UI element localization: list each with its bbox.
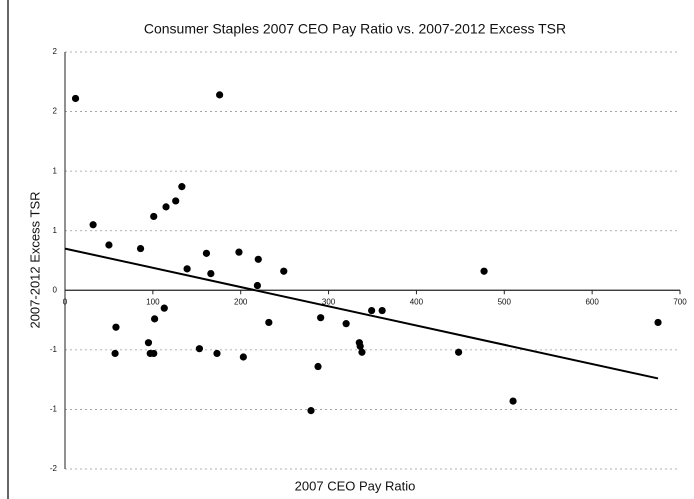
point xyxy=(265,318,273,327)
x-axis-label: 2007 CEO Pay Ratio xyxy=(295,478,416,493)
point xyxy=(160,304,168,312)
point xyxy=(480,267,488,275)
y-tick-label: 2 xyxy=(53,107,58,116)
point xyxy=(314,362,322,371)
point xyxy=(654,318,662,327)
x-tick-label: 400 xyxy=(410,297,424,306)
point xyxy=(455,348,463,356)
y-tick-label: -1 xyxy=(50,405,58,414)
point xyxy=(178,183,186,191)
point xyxy=(368,306,376,315)
y-tick-label: 2 xyxy=(53,47,58,56)
point xyxy=(342,320,350,328)
y-tick-label: 1 xyxy=(53,226,58,235)
chart-title: Consumer Staples 2007 CEO Pay Ratio vs. … xyxy=(144,21,566,37)
point xyxy=(150,212,158,221)
x-tick-label: 600 xyxy=(585,297,599,306)
point xyxy=(253,281,262,290)
point xyxy=(136,244,145,253)
point xyxy=(183,265,191,273)
x-tick-label: 200 xyxy=(234,297,248,306)
point xyxy=(162,203,170,211)
point xyxy=(111,349,119,358)
point xyxy=(105,241,113,249)
point xyxy=(239,353,247,361)
y-axis-label: 2007-2012 Excess TSR xyxy=(27,191,42,328)
point xyxy=(89,221,97,229)
point xyxy=(151,315,159,323)
x-tick-label: 700 xyxy=(673,297,687,306)
point xyxy=(235,248,243,256)
x-tick-label: 500 xyxy=(498,297,512,306)
point xyxy=(280,267,288,275)
point xyxy=(71,94,80,103)
y-tick-label: 1 xyxy=(53,166,58,175)
point xyxy=(213,349,221,358)
y-tick-label: -1 xyxy=(50,345,58,354)
x-tick-label: 300 xyxy=(322,297,336,306)
point xyxy=(307,407,315,415)
point xyxy=(150,349,158,358)
point xyxy=(144,339,153,347)
point xyxy=(378,306,386,315)
point xyxy=(317,314,325,322)
point xyxy=(509,397,517,405)
point xyxy=(254,255,262,263)
point xyxy=(216,91,224,99)
y-tick-label: -2 xyxy=(50,464,58,473)
point xyxy=(356,342,364,350)
point xyxy=(358,348,366,356)
point xyxy=(112,323,120,331)
x-tick-label: 100 xyxy=(146,297,160,306)
point xyxy=(207,270,215,278)
trend-line xyxy=(64,247,659,380)
point xyxy=(202,249,211,257)
point xyxy=(172,197,180,205)
y-tick-label: 0 xyxy=(53,285,58,294)
point xyxy=(195,345,204,353)
